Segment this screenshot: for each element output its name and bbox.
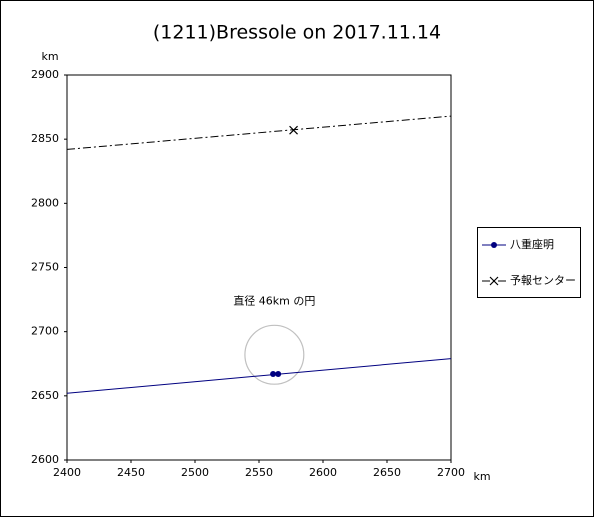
y-tick-label: 2700 [31,325,59,338]
x-tick-label: 2450 [117,466,145,479]
legend-label: 八重座明 [510,237,554,251]
legend-marker [491,242,497,248]
point [289,125,298,135]
legend-marker [489,276,499,286]
point [275,371,282,378]
y-tick-label: 2850 [31,132,59,145]
legend-box [477,227,581,298]
x-tick-label: 2550 [245,466,273,479]
x-tick-label: 2600 [309,466,337,479]
point [270,371,277,378]
y-tick-label: 2600 [31,453,59,466]
y-tick-label: 2650 [31,389,59,402]
y-tick-label: 2900 [31,68,59,81]
diameter-circle [244,324,305,385]
chart-title: (1211)Bressole on 2017.11.14 [153,22,441,44]
series-line [66,115,452,150]
x-tick-label: 2700 [437,466,465,479]
x-tick-label: 2400 [53,466,81,479]
y-tick-label: 2750 [31,261,59,274]
x-tick-label: 2650 [373,466,401,479]
legend-label: 予報センター [510,274,576,287]
series-line [66,358,452,394]
circle-label: 直径 46km の円 [233,293,315,307]
x-tick-label: 2500 [181,466,209,479]
y-axis-label: km [41,50,58,63]
y-tick-label: 2800 [31,196,59,209]
x-axis-label: km [473,470,490,483]
